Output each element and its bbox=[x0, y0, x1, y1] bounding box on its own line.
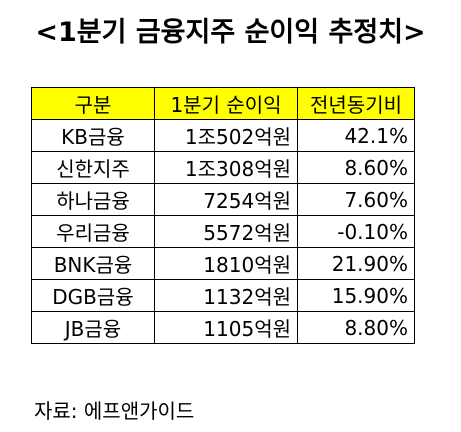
table-row: KB금융 1조502억원 42.1% bbox=[31, 119, 415, 152]
table-row: 신한지주 1조308억원 8.60% bbox=[31, 151, 415, 184]
header-category: 구분 bbox=[31, 87, 155, 120]
net-profit-value: 1105억원 bbox=[154, 311, 298, 344]
yoy-change-value: -0.10% bbox=[297, 215, 415, 248]
net-profit-value: 5572억원 bbox=[154, 215, 298, 248]
source-note: 자료: 에프앤가이드 bbox=[34, 399, 195, 423]
yoy-change-value: 8.80% bbox=[297, 311, 415, 344]
net-profit-value: 1조502억원 bbox=[154, 119, 298, 152]
table-row: DGB금융 1132억원 15.90% bbox=[31, 279, 415, 312]
company-name: KB금융 bbox=[31, 119, 155, 152]
header-q1-net-profit: 1분기 순이익 bbox=[154, 87, 298, 120]
table-row: 하나금융 7254억원 7.60% bbox=[31, 183, 415, 216]
table-header-row: 구분 1분기 순이익 전년동기비 bbox=[31, 87, 415, 120]
company-name: JB금융 bbox=[31, 311, 155, 344]
company-name: 신한지주 bbox=[31, 151, 155, 184]
yoy-change-value: 7.60% bbox=[297, 183, 415, 216]
header-yoy-change: 전년동기비 bbox=[297, 87, 415, 120]
company-name: DGB금융 bbox=[31, 279, 155, 312]
yoy-change-value: 42.1% bbox=[297, 119, 415, 152]
company-name: BNK금융 bbox=[31, 247, 155, 280]
company-name: 우리금융 bbox=[31, 215, 155, 248]
table-row: JB금융 1105억원 8.80% bbox=[31, 311, 415, 344]
yoy-change-value: 21.90% bbox=[297, 247, 415, 280]
page-title: <1분기 금융지주 순이익 추정치> bbox=[35, 17, 426, 48]
net-profit-value: 7254억원 bbox=[154, 183, 298, 216]
table-row: BNK금융 1810억원 21.90% bbox=[31, 247, 415, 280]
yoy-change-value: 8.60% bbox=[297, 151, 415, 184]
net-profit-value: 1810억원 bbox=[154, 247, 298, 280]
yoy-change-value: 15.90% bbox=[297, 279, 415, 312]
net-profit-value: 1132억원 bbox=[154, 279, 298, 312]
earnings-table: 구분 1분기 순이익 전년동기비 KB금융 1조502억원 42.1% 신한지주… bbox=[31, 87, 415, 344]
net-profit-value: 1조308억원 bbox=[154, 151, 298, 184]
company-name: 하나금융 bbox=[31, 183, 155, 216]
table-row: 우리금융 5572억원 -0.10% bbox=[31, 215, 415, 248]
